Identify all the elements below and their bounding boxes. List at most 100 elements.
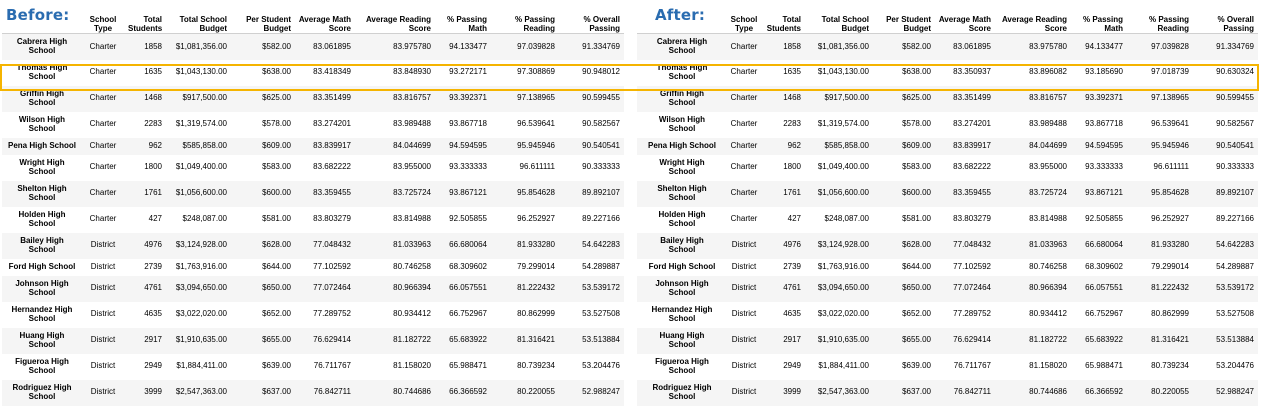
cell-pct-overall-passing: 90.333333 — [582, 162, 620, 172]
cell-pct-overall-passing: 90.948012 — [582, 67, 620, 77]
cell-school-type: District — [731, 387, 757, 397]
cell-pct-overall-passing: 54.289887 — [1216, 261, 1254, 271]
cell-school-name: Holden High School — [658, 210, 706, 228]
cell-pct-passing-math: 94.594595 — [449, 140, 487, 150]
table-row: Shelton High School Charter 1761 $1,056,600.… — [637, 180, 1258, 207]
cell-pct-overall-passing: 54.642283 — [582, 240, 620, 250]
cell-per-student-budget: $637.00 — [902, 387, 931, 397]
table-row: Figueroa High School District 2949 $1,884,41… — [2, 354, 624, 380]
cell-total-budget: $3,094,650.00 — [817, 283, 869, 293]
cell-total-budget: $1,763,916.00 — [175, 261, 227, 271]
table-row: Ford High School District 2739 $1,763,916.0… — [637, 259, 1258, 276]
cell-total-students: 1468 — [144, 93, 162, 103]
cell-pct-overall-passing: 53.204476 — [1216, 361, 1254, 371]
cell-pct-overall-passing: 53.204476 — [582, 361, 620, 371]
table-row: Pena High School Charter 962 $585,858.00 $60… — [2, 137, 624, 155]
cell-avg-reading: 83.896082 — [1029, 67, 1067, 77]
table-row: Johnson High School District 4761 $3,094,650… — [2, 275, 624, 302]
cell-pct-passing-math: 92.505855 — [449, 214, 487, 224]
cell-pct-passing-reading: 79.299014 — [1151, 261, 1189, 271]
cell-pct-overall-passing: 54.289887 — [582, 261, 620, 271]
header-pct-passing-math: % Passing Math — [1082, 15, 1123, 33]
cell-per-student-budget: $609.00 — [262, 140, 291, 150]
cell-per-student-budget: $609.00 — [902, 140, 931, 150]
cell-per-student-budget: $600.00 — [902, 188, 931, 198]
cell-school-type: District — [731, 335, 757, 345]
cell-pct-passing-reading: 95.854628 — [1151, 188, 1189, 198]
cell-pct-passing-math: 94.133477 — [449, 41, 487, 51]
cell-pct-overall-passing: 53.513884 — [582, 335, 620, 345]
cell-total-students: 1858 — [783, 41, 801, 51]
header-total-budget: Total School Budget — [821, 15, 869, 33]
cell-total-budget: $2,547,363.00 — [817, 387, 869, 397]
cell-pct-passing-reading: 96.539641 — [1151, 119, 1189, 129]
cell-total-students: 2283 — [144, 119, 162, 129]
cell-total-budget: $1,910,635.00 — [175, 335, 227, 345]
table-body: Cabrera High School Charter 1858 $1,081,356.… — [2, 33, 624, 406]
cell-avg-reading: 81.182722 — [1029, 335, 1067, 345]
cell-per-student-budget: $625.00 — [262, 93, 291, 103]
header-pct-overall-passing: % Overall Passing — [1217, 15, 1254, 33]
cell-school-name: Griffin High School — [660, 89, 704, 107]
cell-pct-overall-passing: 54.642283 — [1216, 240, 1254, 250]
table-row: Wilson High School Charter 2283 $1,319,574.0… — [2, 112, 624, 138]
table-row: Hernandez High School District 4635 $3,022,0… — [637, 302, 1258, 328]
cell-total-students: 2949 — [783, 361, 801, 371]
cell-pct-passing-math: 68.309602 — [1085, 261, 1123, 271]
cell-school-name: Wright High School — [19, 158, 65, 176]
cell-pct-passing-reading: 97.138965 — [1151, 93, 1189, 103]
cell-school-type: Charter — [730, 41, 758, 51]
cell-avg-reading: 80.966394 — [393, 283, 431, 293]
cell-school-name: Wilson High School — [658, 115, 706, 133]
cell-per-student-budget: $578.00 — [902, 119, 931, 129]
cell-school-name: Rodriguez High School — [652, 383, 712, 401]
table-row: Wright High School Charter 1800 $1,049,400.0… — [2, 155, 624, 181]
cell-pct-passing-reading: 96.611111 — [1153, 162, 1189, 172]
cell-school-type: Charter — [89, 41, 117, 51]
cell-per-student-budget: $582.00 — [262, 41, 291, 51]
cell-pct-overall-passing: 52.988247 — [1216, 387, 1254, 397]
cell-pct-passing-reading: 81.316421 — [1151, 335, 1189, 345]
before-table: School Type Total Students Total School Budge… — [2, 0, 624, 406]
cell-total-students: 427 — [148, 214, 162, 224]
cell-per-student-budget: $655.00 — [902, 335, 931, 345]
cell-pct-passing-math: 93.272171 — [449, 67, 487, 77]
cell-pct-passing-reading: 80.220055 — [517, 387, 555, 397]
cell-school-type: Charter — [730, 119, 758, 129]
table-row: Shelton High School Charter 1761 $1,056,600.… — [2, 180, 624, 207]
cell-total-budget: $3,124,928.00 — [817, 240, 869, 250]
cell-avg-reading: 83.989488 — [393, 119, 431, 129]
cell-total-budget: $1,056,600.00 — [817, 188, 869, 198]
cell-avg-math: 77.072464 — [313, 283, 351, 293]
cell-pct-passing-math: 94.594595 — [1085, 140, 1123, 150]
table-row: Griffin High School Charter 1468 $917,500.00… — [637, 85, 1258, 112]
cell-pct-passing-math: 65.988471 — [1085, 361, 1123, 371]
cell-total-students: 4761 — [144, 283, 162, 293]
table-row: Cabrera High School Charter 1858 $1,081,356.… — [2, 33, 624, 60]
header-per-student-budget: Per Student Budget — [246, 15, 291, 33]
table-row: Pena High School Charter 962 $585,858.00 $60… — [637, 137, 1258, 155]
cell-avg-math: 76.842711 — [313, 387, 351, 397]
cell-avg-reading: 83.814988 — [1029, 214, 1067, 224]
cell-pct-overall-passing: 53.539172 — [582, 283, 620, 293]
cell-school-name: Thomas High School — [656, 63, 708, 81]
cell-per-student-budget: $628.00 — [902, 240, 931, 250]
cell-total-students: 1800 — [783, 162, 801, 172]
header-pct-passing-reading: % Passing Reading — [1148, 15, 1189, 33]
cell-total-budget: $917,500.00 — [182, 93, 228, 103]
cell-pct-overall-passing: 90.599455 — [582, 93, 620, 103]
cell-total-students: 2917 — [783, 335, 801, 345]
cell-per-student-budget: $583.00 — [902, 162, 931, 172]
cell-total-students: 4635 — [783, 309, 801, 319]
cell-pct-passing-reading: 81.316421 — [517, 335, 555, 345]
cell-school-name: Huang High School — [659, 331, 705, 349]
cell-per-student-budget: $581.00 — [262, 214, 291, 224]
cell-pct-passing-reading: 80.739234 — [517, 361, 555, 371]
table-row: Ford High School District 2739 $1,763,916.0… — [2, 259, 624, 276]
cell-per-student-budget: $650.00 — [902, 283, 931, 293]
cell-pct-passing-math: 66.680064 — [449, 240, 487, 250]
table-row: Griffin High School Charter 1468 $917,500.00… — [2, 85, 624, 112]
table-row: Huang High School District 2917 $1,910,635.0… — [2, 327, 624, 354]
cell-pct-passing-math: 93.867718 — [449, 119, 487, 129]
cell-avg-math: 76.842711 — [953, 387, 991, 397]
